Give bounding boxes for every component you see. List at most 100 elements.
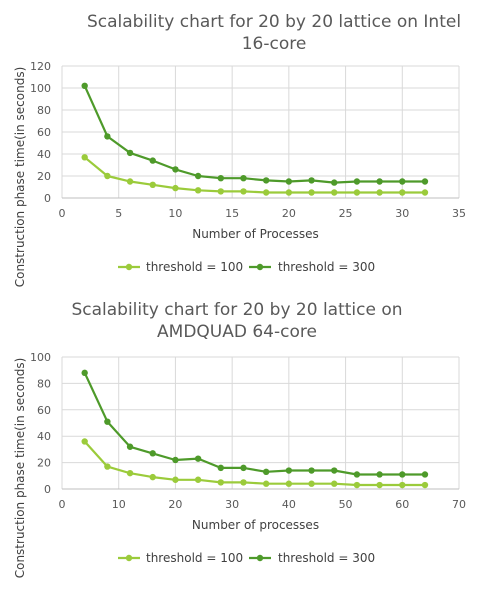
data-point [308, 177, 315, 184]
series-line-1 [83, 440, 425, 487]
y-tick-label: 80 [37, 377, 51, 390]
data-point [262, 468, 270, 476]
x-tick-label: 30 [225, 498, 239, 511]
data-point [331, 179, 338, 186]
series-line-1 [84, 156, 425, 194]
data-point [285, 480, 293, 487]
data-point [331, 189, 338, 196]
x-tick-label: 35 [452, 207, 466, 220]
y-axis-label: Construction phase time(in seconds) [13, 358, 27, 579]
legend-label: threshold = 300 [278, 551, 375, 565]
data-point [285, 178, 293, 185]
y-tick-label: 100 [30, 351, 51, 364]
y-tick-label: 120 [30, 60, 51, 73]
x-tick-label: 0 [59, 207, 66, 220]
data-point [331, 467, 338, 474]
chart-title-line-1: Scalability chart for 20 by 20 lattice o… [71, 300, 402, 320]
y-tick-label: 40 [37, 430, 51, 443]
data-point [194, 187, 202, 194]
data-point [262, 480, 270, 487]
x-tick-label: 10 [112, 498, 126, 511]
data-point [194, 476, 202, 483]
x-axis-label: Number of Processes [192, 227, 319, 241]
data-point [240, 175, 247, 182]
data-point [217, 479, 224, 486]
legend-label: threshold = 100 [146, 551, 243, 565]
x-tick-label: 15 [225, 207, 239, 220]
data-point [353, 178, 361, 185]
data-point [285, 467, 293, 474]
y-tick-label: 60 [37, 126, 51, 139]
data-point [126, 178, 134, 185]
data-point [308, 189, 315, 196]
legend-label: threshold = 100 [146, 260, 243, 274]
legend-label: threshold = 300 [278, 260, 375, 274]
data-point [104, 418, 111, 425]
data-point [399, 178, 406, 185]
data-point [172, 456, 179, 464]
data-point [172, 166, 179, 173]
data-point [172, 184, 179, 192]
x-tick-label: 70 [452, 498, 466, 511]
data-point [194, 455, 202, 462]
data-point [81, 438, 88, 445]
data-point [353, 471, 361, 478]
y-axis-label: Construction phase time(in seconds) [13, 67, 27, 288]
data-point [149, 450, 156, 457]
data-point [262, 189, 270, 196]
x-tick-label: 40 [282, 498, 296, 511]
y-tick-label: 20 [37, 457, 51, 470]
data-point [308, 480, 315, 487]
data-point [353, 481, 361, 489]
data-point [399, 189, 406, 196]
data-point [172, 476, 179, 483]
data-point [81, 369, 88, 377]
x-axis-label: Number of processes [192, 518, 319, 532]
chart-title-line-2: AMDQUAD 64-core [157, 322, 317, 342]
data-point [353, 189, 361, 196]
x-tick-label: 10 [168, 207, 182, 220]
data-point [217, 175, 224, 182]
data-point [240, 479, 247, 486]
data-point [331, 480, 338, 487]
legend-swatch-marker [125, 554, 133, 562]
data-point [262, 177, 270, 184]
data-point [81, 82, 88, 90]
legend-swatch-marker [256, 554, 264, 562]
x-tick-label: 20 [168, 498, 182, 511]
legend-swatch-marker [125, 263, 133, 271]
chart-2: Scalability chart for 20 by 20 lattice o… [13, 300, 466, 578]
data-point [104, 172, 111, 180]
y-tick-label: 0 [44, 192, 51, 205]
chart-title-line-1: Scalability chart for 20 by 20 lattice o… [87, 12, 461, 32]
data-point [376, 178, 383, 185]
data-point [194, 172, 202, 180]
chart-1: Scalability chart for 20 by 20 lattice o… [13, 12, 466, 287]
data-point [421, 189, 429, 196]
data-point [421, 471, 429, 478]
x-tick-label: 20 [282, 207, 296, 220]
data-point [376, 471, 383, 478]
data-point [81, 154, 88, 161]
data-point [126, 149, 134, 157]
y-tick-label: 20 [37, 170, 51, 183]
data-point [104, 133, 111, 140]
chart-title-line-2: 16-core [242, 34, 307, 54]
data-point [399, 471, 406, 478]
x-tick-label: 30 [395, 207, 409, 220]
series-line-2 [83, 85, 425, 184]
data-point [376, 189, 383, 196]
legend-swatch-marker [256, 263, 264, 271]
data-point [149, 181, 156, 188]
y-tick-label: 0 [44, 483, 51, 496]
series-line-2 [83, 372, 425, 476]
x-tick-label: 50 [339, 498, 353, 511]
y-tick-label: 60 [37, 404, 51, 417]
y-tick-label: 80 [37, 104, 51, 117]
data-point [421, 481, 429, 489]
data-point [104, 463, 111, 470]
x-tick-label: 25 [339, 207, 353, 220]
data-point [308, 467, 315, 474]
x-tick-label: 0 [59, 498, 66, 511]
